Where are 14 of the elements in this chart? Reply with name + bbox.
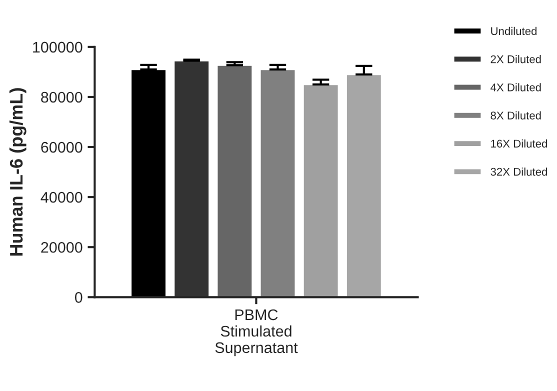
legend-label: 16X Diluted — [491, 139, 547, 148]
legend-label: Undiluted — [491, 26, 536, 36]
legend-label: 8X Diluted — [490, 111, 541, 120]
x-tick-label: PBMC Stimulated Supernatant — [215, 309, 298, 356]
legend-label: 32X Diluted — [490, 168, 547, 176]
y-tick-label: 40000 — [40, 192, 82, 203]
y-tick-label: 0 — [74, 292, 82, 303]
legend-label: 4X Diluted — [490, 83, 541, 92]
legend-label: 2X Diluted — [490, 55, 541, 64]
y-axis-title: Human IL-6 (pg/mL) — [9, 88, 26, 256]
y-tick-label: 20000 — [41, 242, 82, 253]
y-tick-label: 100000 — [33, 42, 82, 53]
y-tick-label: 60000 — [41, 142, 82, 153]
y-tick-label: 80000 — [41, 92, 82, 103]
